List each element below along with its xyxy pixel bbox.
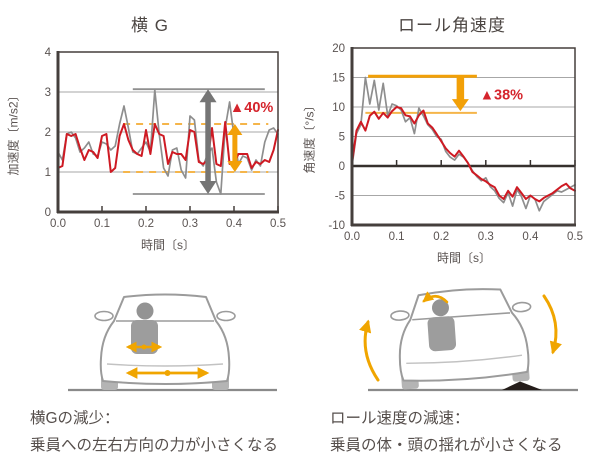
- caption-line: 横Gの減少：: [30, 410, 120, 427]
- x-tick-label: 0.0: [344, 231, 360, 243]
- y-tick-label: 15: [332, 73, 345, 85]
- caption-roll-rate: ロール速度の減速： 乗員の体・頭の揺れが小さくなる: [330, 405, 563, 459]
- x-tick-label: 0.1: [94, 218, 110, 230]
- x-axis-label-time-right: 時間〔s〕: [436, 251, 491, 265]
- y-tick-label: 3: [45, 87, 51, 99]
- y-axis-label-acceleration: 加速度〔m/s2〕: [6, 89, 21, 176]
- car-front-view: [94, 293, 236, 391]
- down-arrow-head: [451, 99, 469, 112]
- y-tick-label: 5: [339, 132, 345, 144]
- x-tick-label: 0.0: [50, 218, 66, 230]
- series-line-red: [351, 106, 576, 203]
- x-tick-label: 0.4: [226, 218, 243, 230]
- y-tick-label: -10: [328, 220, 345, 232]
- y-axis-label-angular-velocity: 角速度〔°/s〕: [302, 99, 317, 174]
- x-tick-label: 0.1: [389, 231, 405, 243]
- reduction-percent-label: ▲40%: [230, 100, 273, 116]
- road-bump-wedge: [502, 381, 542, 390]
- charts-layer: ▲40% 0 1 2 3 4 0.0 0.1 0.2 0.3 0.4 0.5 ▲38% 20 15 10 5 0 -…: [45, 43, 583, 243]
- x-tick-label: 0.2: [138, 218, 154, 230]
- x-tick-label: 0.5: [270, 218, 286, 230]
- x-tick-label: 0.3: [182, 218, 198, 230]
- y-tick-label: 0: [45, 207, 51, 219]
- range-arrow-head-up: [227, 124, 243, 135]
- y-tick-label: 0: [339, 161, 345, 173]
- head-sway-arrow: [422, 291, 449, 304]
- roll-arrow-right: [542, 294, 562, 355]
- y-tick-label: 10: [332, 102, 345, 114]
- arrow-center-dot: [141, 344, 147, 350]
- chart-roll-rate: ▲38% 20 15 10 5 0 -5 -100.0 0.1 0.2 0.3 0.4 0.5: [328, 43, 583, 243]
- arrow-center-dot: [164, 370, 171, 376]
- x-tick-label: 0.2: [433, 231, 449, 243]
- y-tick-label: 20: [332, 43, 345, 55]
- car-roll-illustration: [359, 284, 578, 392]
- range-arrow-head-up: [199, 89, 217, 103]
- x-tick-label: 0.4: [522, 231, 539, 243]
- caption-lateral-g: 横Gの減少： 乗員への左右方向の力が小さくなる: [30, 405, 278, 459]
- y-tick-label: 4: [45, 47, 52, 59]
- car-front-view-tilted: [388, 284, 537, 392]
- roll-arrow-left: [359, 319, 380, 382]
- y-tick-label: 1: [45, 167, 51, 179]
- series-line-red: [57, 121, 279, 173]
- chart-title-lateral-g: 横 G: [131, 16, 169, 35]
- caption-line: 乗員への左右方向の力が小さくなる: [30, 437, 279, 454]
- x-tick-label: 0.5: [567, 231, 583, 243]
- chart-title-roll-rate: ロール角速度: [398, 16, 506, 35]
- x-tick-label: 0.3: [478, 231, 494, 243]
- caption-line: 乗員の体・頭の揺れが小さくなる: [330, 437, 563, 454]
- car-front-view-illustration: [68, 293, 277, 392]
- chart-lateral-g: ▲40% 0 1 2 3 4 0.0 0.1 0.2 0.3 0.4 0.5: [45, 47, 286, 230]
- y-tick-label: -5: [335, 191, 345, 203]
- caption-line: ロール速度の減速：: [330, 410, 470, 427]
- range-arrow-head-down: [199, 181, 217, 194]
- x-axis-label-time-left: 時間〔s〕: [140, 238, 195, 252]
- reduction-percent-label: ▲38%: [480, 88, 523, 104]
- y-tick-label: 2: [45, 127, 51, 139]
- range-arrow-head-down: [227, 161, 243, 172]
